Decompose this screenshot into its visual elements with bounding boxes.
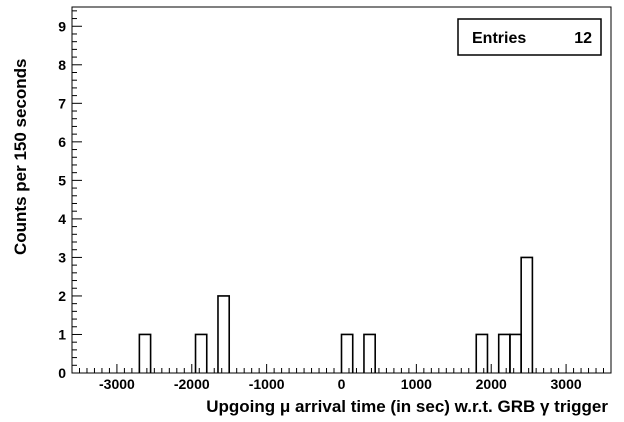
x-tick-label: 2000 xyxy=(476,376,507,392)
y-axis: 0 1 2 3 4 5 6 7 8 9 xyxy=(58,10,82,381)
stats-entries-value: 12 xyxy=(574,30,592,47)
x-tick-label: -2000 xyxy=(174,376,210,392)
y-axis-title: Counts per 150 seconds xyxy=(11,58,30,255)
y-tick-label: 7 xyxy=(58,95,66,111)
y-tick-label: 1 xyxy=(58,326,66,342)
histogram-bin-8 xyxy=(520,256,534,373)
histogram-bin-3 xyxy=(340,333,354,373)
stats-box-frame xyxy=(457,18,602,56)
x-axis-title: Upgoing μ arrival time (in sec) w.r.t. G… xyxy=(206,397,608,416)
y-tick-label: 8 xyxy=(58,57,66,73)
x-axis: -3000 -2000 -1000 0 1000 2000 3000 xyxy=(71,364,612,392)
x-tick-label: 3000 xyxy=(551,376,582,392)
histogram-bin-1 xyxy=(194,333,208,373)
stats-box: Entries 12 xyxy=(457,18,602,56)
y-tick-label: 0 xyxy=(58,365,66,381)
y-tick-label: 5 xyxy=(58,172,66,188)
histogram-bin-4 xyxy=(363,333,376,373)
x-tick-label: 0 xyxy=(338,376,346,392)
plot-frame xyxy=(71,6,612,374)
y-tick-label: 9 xyxy=(58,18,66,34)
histogram-bin-7 xyxy=(509,333,522,373)
histogram-bin-6 xyxy=(497,333,511,373)
histogram-layer xyxy=(72,256,611,374)
x-tick-label: -1000 xyxy=(249,376,285,392)
stats-entries-label: Entries xyxy=(472,30,526,47)
y-tick-label: 2 xyxy=(58,288,66,304)
y-tick-label: 4 xyxy=(58,211,66,227)
x-tick-label: -3000 xyxy=(99,376,135,392)
histogram-bin-2 xyxy=(217,295,231,373)
y-tick-label: 3 xyxy=(58,249,66,265)
y-tick-label: 6 xyxy=(58,134,66,150)
histogram-bin-0 xyxy=(138,333,152,373)
histogram-bin-5 xyxy=(475,333,489,373)
x-tick-label: 1000 xyxy=(401,376,432,392)
